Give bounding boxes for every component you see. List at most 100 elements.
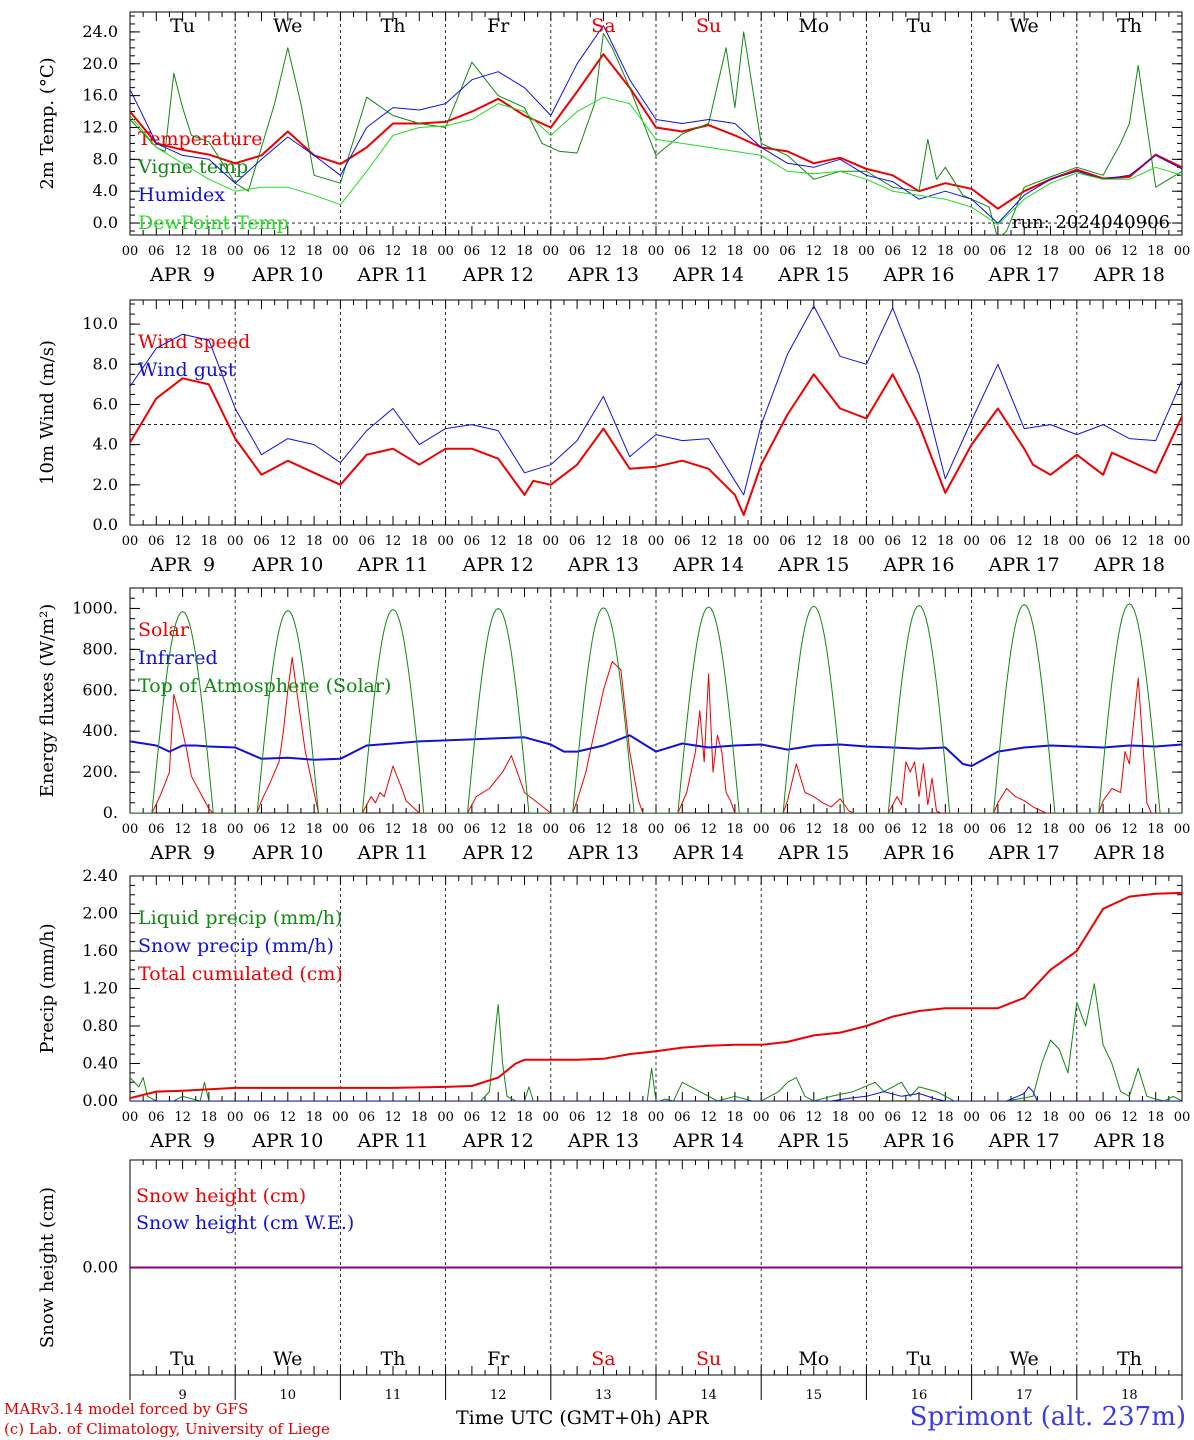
series-line-dewpoint-temp bbox=[130, 96, 1182, 226]
hour-tick-label: 06 bbox=[464, 244, 481, 259]
hour-tick-label: 18 bbox=[621, 822, 638, 837]
hour-tick-label: 00 bbox=[332, 1110, 349, 1125]
hour-tick-label: 06 bbox=[1095, 534, 1112, 549]
day-number-label: 12 bbox=[490, 1388, 507, 1403]
y-axis-label: Energy fluxes (W/m²) bbox=[37, 604, 58, 798]
y-tick-label: 0.0 bbox=[93, 515, 118, 534]
day-name: Tu bbox=[170, 1348, 195, 1370]
day-name: Fr bbox=[487, 1348, 510, 1370]
panel-frame bbox=[129, 587, 1183, 814]
y-tick-label: 2.40 bbox=[82, 866, 118, 885]
hour-tick-label: 18 bbox=[306, 822, 323, 837]
date-label: APR 17 bbox=[988, 1130, 1060, 1152]
day-name: We bbox=[1010, 1348, 1039, 1370]
day-name: Tu bbox=[907, 1348, 932, 1370]
hour-tick-label: 06 bbox=[253, 1110, 270, 1125]
hour-tick-label: 12 bbox=[490, 244, 507, 259]
hour-tick-label: 12 bbox=[1016, 534, 1033, 549]
y-axis-label: Precip (mm/h) bbox=[37, 923, 58, 1053]
hour-tick-label: 06 bbox=[358, 1110, 375, 1125]
hour-tick-label: 18 bbox=[937, 822, 954, 837]
date-label: APR 9 bbox=[149, 554, 215, 576]
hour-tick-label: 06 bbox=[1095, 244, 1112, 259]
hour-tick-label: 18 bbox=[1147, 244, 1164, 259]
hour-tick-label: 06 bbox=[569, 1110, 586, 1125]
series-line-liquid-precip-mm-h- bbox=[130, 983, 1182, 1101]
day-number-label: 10 bbox=[280, 1388, 297, 1403]
panel-precip: 0.00 0.40 0.80 1.20 1.60 2.00 2.40 Precip (mm/h… bbox=[37, 866, 1190, 1152]
hour-tick-label: 00 bbox=[963, 244, 980, 259]
hour-tick-label: 06 bbox=[779, 534, 796, 549]
date-label: APR 9 bbox=[149, 1130, 215, 1152]
day-name: Tu bbox=[907, 15, 932, 37]
hour-tick-label: 12 bbox=[490, 1110, 507, 1125]
hour-tick-label: 18 bbox=[832, 822, 849, 837]
hour-tick-label: 12 bbox=[174, 244, 191, 259]
hour-tick-label: 18 bbox=[727, 822, 744, 837]
y-tick-label: 12.0 bbox=[82, 117, 118, 136]
hour-tick-label: 12 bbox=[1016, 822, 1033, 837]
hour-tick-label: 12 bbox=[174, 822, 191, 837]
date-label: APR 18 bbox=[1093, 554, 1165, 576]
y-tick-label: 0.40 bbox=[82, 1054, 118, 1073]
date-label: APR 12 bbox=[462, 842, 534, 864]
hour-tick-label: 06 bbox=[1095, 1110, 1112, 1125]
hour-tick-label: 00 bbox=[1069, 534, 1086, 549]
hour-tick-label: 12 bbox=[700, 822, 717, 837]
date-label: APR 17 bbox=[988, 554, 1060, 576]
hour-tick-label: 12 bbox=[280, 822, 297, 837]
day-name: Th bbox=[1117, 1348, 1142, 1370]
hour-tick-label: 06 bbox=[1095, 822, 1112, 837]
y-tick-label: 400. bbox=[82, 721, 118, 740]
hour-tick-label: 00 bbox=[858, 822, 875, 837]
hour-tick-label: 00 bbox=[122, 534, 139, 549]
y-tick-label: 8.0 bbox=[93, 149, 118, 168]
date-label: APR 11 bbox=[356, 1130, 428, 1152]
day-name: Su bbox=[696, 15, 721, 37]
legend-entry: Humidex bbox=[138, 184, 225, 206]
hour-tick-label: 00 bbox=[753, 822, 770, 837]
hour-tick-label: 00 bbox=[543, 822, 560, 837]
date-label: APR 18 bbox=[1093, 1130, 1165, 1152]
y-tick-label: 10.0 bbox=[82, 314, 118, 333]
hour-tick-label: 18 bbox=[201, 244, 218, 259]
hour-tick-label: 18 bbox=[411, 1110, 428, 1125]
date-label: APR 15 bbox=[777, 842, 849, 864]
hour-tick-label: 00 bbox=[332, 244, 349, 259]
hour-tick-label: 00 bbox=[122, 244, 139, 259]
hour-tick-label: 00 bbox=[753, 244, 770, 259]
hour-tick-label: 12 bbox=[595, 244, 612, 259]
hour-tick-label: 18 bbox=[1147, 534, 1164, 549]
date-label: APR 14 bbox=[672, 554, 744, 576]
date-label: APR 10 bbox=[251, 1130, 323, 1152]
hour-tick-label: 00 bbox=[227, 244, 244, 259]
hour-tick-label: 18 bbox=[1042, 822, 1059, 837]
hour-tick-label: 06 bbox=[990, 534, 1007, 549]
hour-tick-label: 00 bbox=[543, 1110, 560, 1125]
legend-entry: Snow height (cm W.E.) bbox=[136, 1212, 354, 1234]
hour-tick-label: 06 bbox=[148, 244, 165, 259]
hour-tick-label: 18 bbox=[832, 534, 849, 549]
y-tick-label: 800. bbox=[82, 639, 118, 658]
hour-tick-label: 00 bbox=[437, 822, 454, 837]
day-name: Sa bbox=[591, 15, 615, 37]
hour-tick-label: 00 bbox=[963, 1110, 980, 1125]
hour-tick-label: 06 bbox=[674, 534, 691, 549]
day-name: Mo bbox=[798, 15, 829, 37]
x-axis-title: Time UTC (GMT+0h) APR bbox=[456, 1407, 709, 1429]
y-tick-label: 1.60 bbox=[82, 941, 118, 960]
hour-tick-label: 12 bbox=[1121, 244, 1138, 259]
y-tick-label: 600. bbox=[82, 680, 118, 699]
hour-tick-label: 06 bbox=[674, 822, 691, 837]
hour-tick-label: 12 bbox=[385, 244, 402, 259]
day-name: We bbox=[273, 1348, 302, 1370]
hour-tick-label: 06 bbox=[569, 822, 586, 837]
hour-tick-label: 00 bbox=[1174, 534, 1191, 549]
hour-tick-label: 06 bbox=[884, 822, 901, 837]
hour-tick-label: 00 bbox=[648, 244, 665, 259]
hour-tick-label: 12 bbox=[700, 244, 717, 259]
y-tick-label: 0.00 bbox=[82, 1258, 118, 1277]
hour-tick-label: 12 bbox=[1016, 244, 1033, 259]
date-label: APR 9 bbox=[149, 264, 215, 286]
